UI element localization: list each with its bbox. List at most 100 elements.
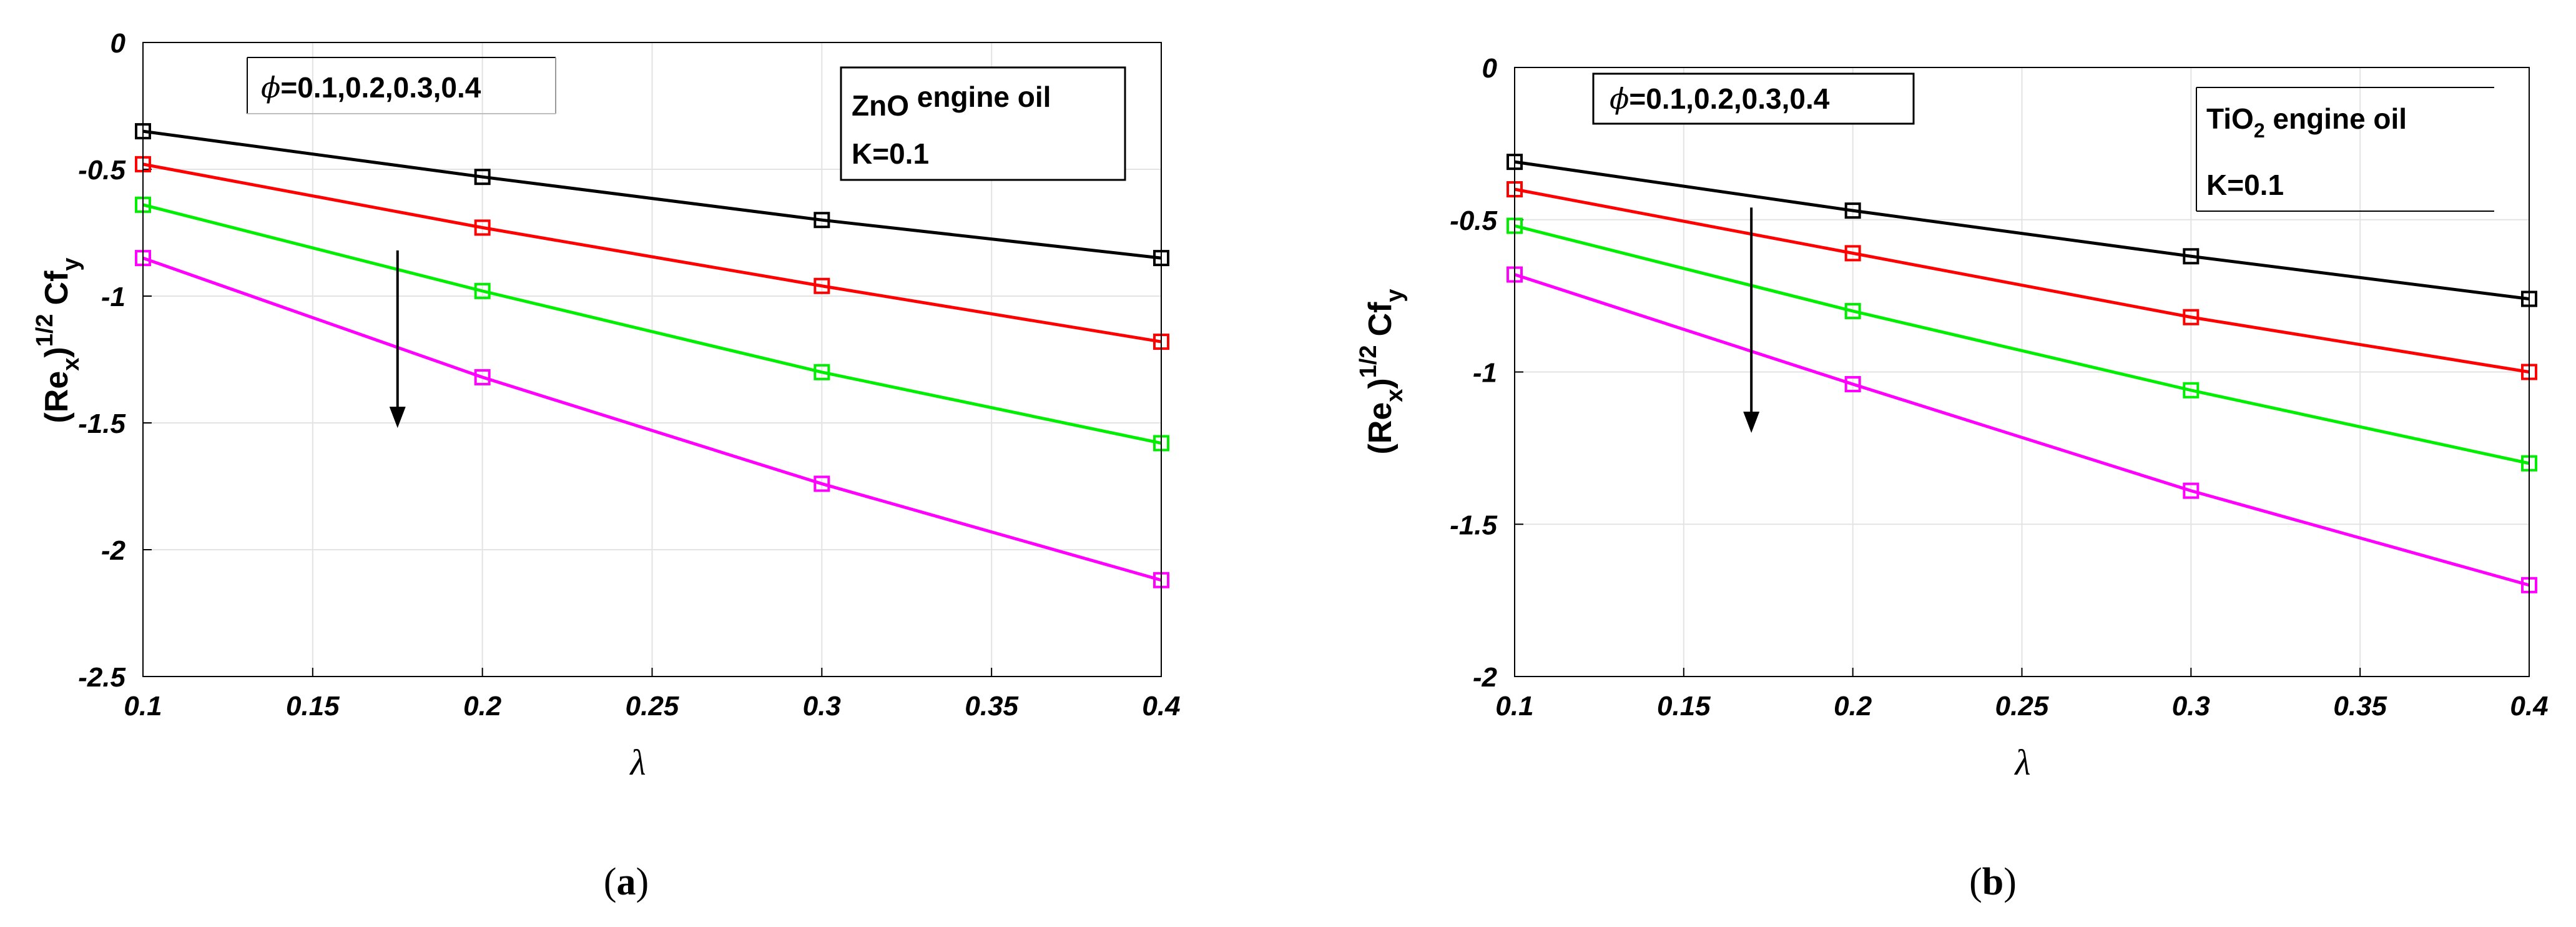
ylabel-close-a: ) [39,347,75,357]
ylabel-cf-a: Cf [39,270,75,305]
series-line-2 [142,162,1162,344]
info-line2-b: K=0.1 [2206,169,2284,201]
series-marker-3 [2183,382,2200,399]
series-marker-3 [474,282,491,299]
plot-frame-b [1514,67,2530,677]
series-marker-2 [474,219,491,236]
ylabel-sub1-a: x [58,358,84,371]
svg-text:ϕ=0.1,0.2,0.3,0.4: ϕ=0.1,0.2,0.3,0.4 [261,71,481,104]
x-tick-label: 0.35 [965,691,1018,721]
chart-a: 0.1 0.15 0.2 0.25 0.3 0.35 0.4 0 -0.5 -1 -1.5 -2 -2… [32,28,1181,903]
info-fluid-a: engine oil [909,81,1051,113]
panel-caption-letter-b: b [1982,861,2003,903]
ylabel-open-b: (Re [1362,402,1399,455]
info-box-a: ZnO engine oil K=0.1 [840,66,1126,181]
x-tick-label: 0.15 [286,691,340,721]
y-tick-label: -2 [101,535,126,566]
ylabel-sub1-b: x [1382,389,1408,402]
y-tick-label: -1 [1473,358,1497,389]
x-tick-label: 0.1 [124,691,162,721]
series-marker-4 [2183,482,2200,499]
y-tick-label: -2.5 [78,662,125,693]
series-line-1 [1514,160,2530,300]
ylabel-close-b: ) [1362,378,1399,389]
ylabel-cf-b: Cf [1362,302,1399,337]
info-line1-a: ZnO engine oil [852,81,1051,122]
info-material-b: TiO [2206,102,2254,135]
y-tick-labels-b: 0 -0.5 -1 -1.5 -2 [1450,53,1497,693]
series-marker-3 [814,364,830,380]
series-marker-4 [814,475,830,492]
series-line-1 [142,129,1162,260]
x-tick-label: 0.3 [803,691,841,721]
y-tick-label: -1.5 [78,409,125,439]
info-subscript-b: 2 [2254,119,2265,142]
ylabel-exp-a: 1/2 [32,314,58,347]
series-marker-1 [1844,202,1861,219]
series-marker-2 [2183,309,2200,325]
phi-symbol-b: ϕ [1610,82,1629,116]
y-tick-label: -2 [1473,662,1498,693]
y-axis-label-b: (Rex)1/2 Cfy [1355,289,1408,454]
info-fluid-b: engine oil [2265,102,2407,135]
ylabel-exp-b: 1/2 [1355,345,1382,378]
y-tick-label: -0.5 [78,155,125,186]
series-line-3 [142,203,1162,445]
phi-values-a: =0.1,0.2,0.3,0.4 [280,71,481,104]
x-tick-label: 0.4 [2510,691,2548,721]
series-lines-b [1514,160,2530,587]
plot-frame-a [142,42,1162,677]
series-marker-1 [474,169,491,186]
x-tick-label: 0.35 [2333,691,2387,721]
x-tick-label: 0.25 [626,691,679,721]
series-marker-1 [2183,248,2200,265]
x-tick-labels-b: 0.1 0.15 0.2 0.25 0.3 0.35 0.4 [1495,691,2548,721]
arrow-head-b [1743,412,1760,433]
x-tick-label: 0.2 [1834,691,1872,721]
x-axis-label-b: λ [2013,742,2030,783]
series-line-3 [1514,224,2530,465]
x-tick-label: 0.2 [463,691,502,721]
x-tick-label: 0.3 [2172,691,2210,721]
ylabel-sub2-b: y [1382,289,1408,302]
x-tick-label: 0.4 [1142,691,1180,721]
chart-b: 0.1 0.15 0.2 0.25 0.3 0.35 0.4 0 -0.5 -1 -1.5 -2 ϕ… [1355,53,2549,903]
series-marker-1 [814,212,830,229]
y-axis-label-a: (Rex)1/2 Cfy [32,257,84,423]
series-marker-4 [1844,376,1861,392]
series-marker-4 [474,369,491,385]
series-marker-3 [1844,303,1861,319]
panel-caption-letter-a: a [617,861,636,903]
panel-caption-b: (b) [1969,861,2017,903]
phi-legend-a: ϕ=0.1,0.2,0.3,0.4 [247,57,556,114]
y-tick-label: -1 [101,282,125,312]
info-line1-b: TiO2 engine oil [2206,102,2407,142]
x-axis-label-a: λ [629,742,646,783]
y-tick-labels-a: 0 -0.5 -1 -1.5 -2 -2.5 [78,28,125,693]
info-line2-a: K=0.1 [852,137,929,170]
series-marker-2 [814,277,830,294]
y-tick-label: 0 [1482,53,1498,84]
phi-values-b: =0.1,0.2,0.3,0.4 [1629,82,1829,115]
x-tick-label: 0.1 [1495,691,1533,721]
panel-caption-a: (a) [604,861,649,903]
ylabel-sub2-a: y [58,257,84,270]
grid-lines-b [1514,67,2530,677]
series-line-4 [1514,273,2530,587]
info-material-a: ZnO [852,89,909,122]
series-marker-2 [1844,245,1861,262]
x-tick-labels-a: 0.1 0.15 0.2 0.25 0.3 0.35 0.4 [124,691,1180,721]
info-box-b: TiO2 engine oil K=0.1 [2196,87,2494,212]
phi-symbol-a: ϕ [261,71,280,104]
y-tick-label: -0.5 [1450,206,1497,236]
svg-text:ϕ=0.1,0.2,0.3,0.4: ϕ=0.1,0.2,0.3,0.4 [1610,82,1830,116]
phi-legend-b: ϕ=0.1,0.2,0.3,0.4 [1592,72,1915,125]
ylabel-open-a: (Re [39,371,75,424]
y-tick-label: 0 [111,28,126,59]
series-line-4 [142,256,1162,582]
x-tick-label: 0.25 [1995,691,2049,721]
y-tick-label: -1.5 [1450,510,1497,540]
arrow-head-a [389,407,406,429]
series-line-2 [1514,187,2530,374]
